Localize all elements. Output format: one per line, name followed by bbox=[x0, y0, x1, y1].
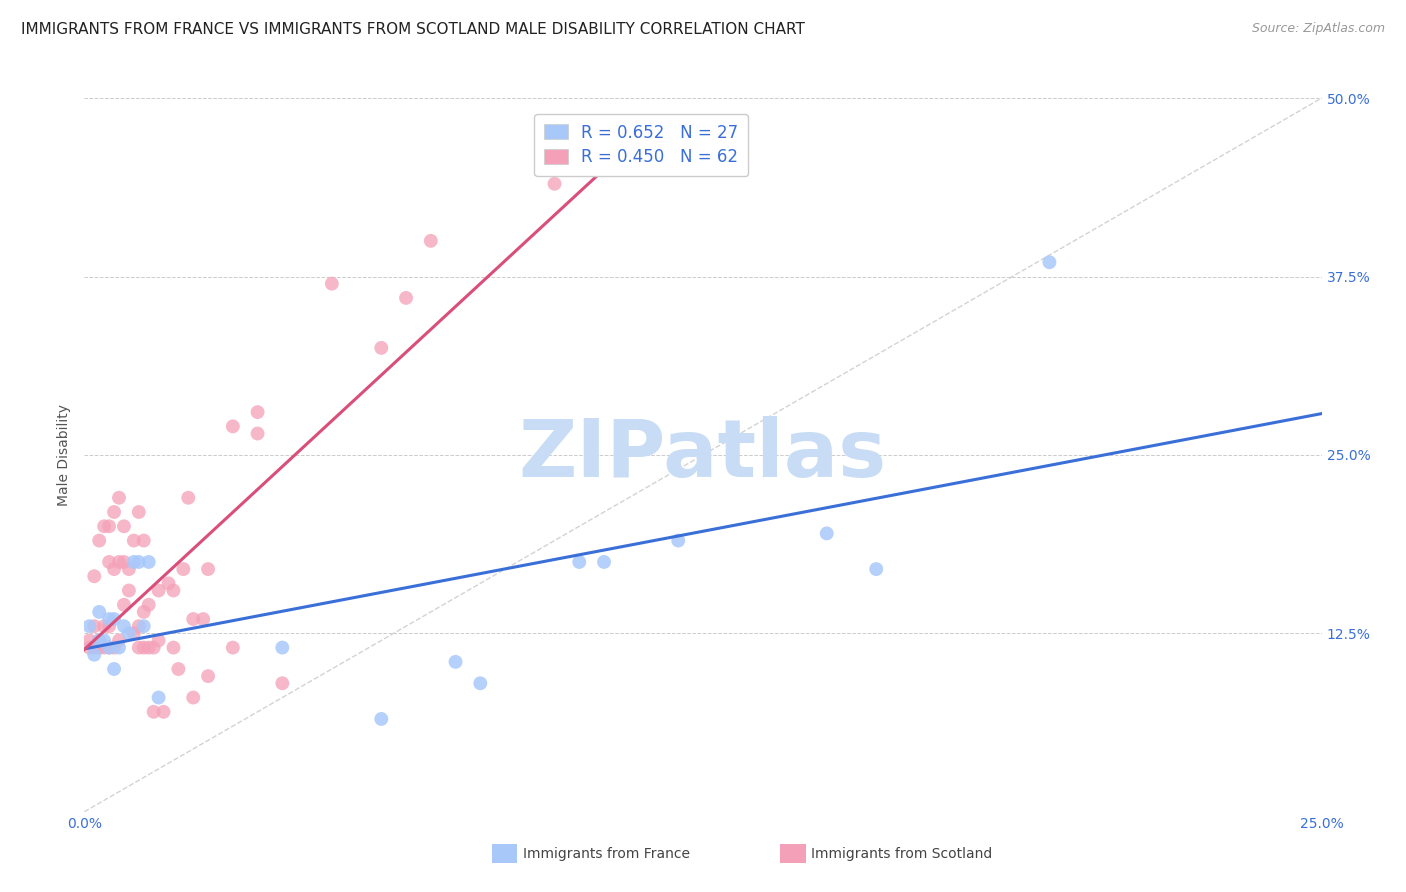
Point bbox=[118, 583, 141, 598]
Point bbox=[89, 633, 111, 648]
Point bbox=[1038, 255, 1060, 269]
Point bbox=[83, 648, 105, 662]
Point bbox=[128, 619, 150, 633]
Point bbox=[148, 633, 170, 648]
Point bbox=[246, 405, 269, 419]
Point bbox=[132, 533, 155, 548]
Point bbox=[815, 526, 838, 541]
Point bbox=[222, 640, 245, 655]
Legend: R = 0.652   N = 27, R = 0.450   N = 62: R = 0.652 N = 27, R = 0.450 N = 62 bbox=[534, 113, 748, 177]
Point bbox=[103, 612, 125, 626]
Point bbox=[108, 633, 131, 648]
Point bbox=[112, 598, 135, 612]
Point bbox=[152, 705, 174, 719]
Point bbox=[98, 612, 121, 626]
Point bbox=[543, 177, 565, 191]
Point bbox=[666, 533, 689, 548]
Point bbox=[246, 426, 269, 441]
Point bbox=[142, 705, 165, 719]
Point bbox=[103, 505, 125, 519]
Point bbox=[98, 640, 121, 655]
Point bbox=[444, 655, 467, 669]
Point bbox=[112, 519, 135, 533]
Point bbox=[128, 555, 150, 569]
Point bbox=[197, 562, 219, 576]
Point bbox=[138, 640, 160, 655]
Point bbox=[108, 491, 131, 505]
Point bbox=[83, 569, 105, 583]
Point bbox=[593, 555, 616, 569]
Point bbox=[103, 562, 125, 576]
Text: Immigrants from France: Immigrants from France bbox=[523, 847, 690, 861]
Point bbox=[89, 533, 111, 548]
Point bbox=[148, 690, 170, 705]
Point bbox=[271, 676, 294, 690]
Point bbox=[83, 619, 105, 633]
Point bbox=[128, 640, 150, 655]
Point bbox=[138, 555, 160, 569]
Point bbox=[191, 612, 214, 626]
Point bbox=[93, 633, 115, 648]
Point bbox=[103, 662, 125, 676]
Point bbox=[177, 491, 200, 505]
Point bbox=[118, 626, 141, 640]
Point bbox=[98, 619, 121, 633]
Point bbox=[112, 555, 135, 569]
Point bbox=[122, 555, 145, 569]
Text: ZIPatlas: ZIPatlas bbox=[519, 416, 887, 494]
Point bbox=[148, 583, 170, 598]
Point bbox=[470, 676, 492, 690]
Point bbox=[103, 640, 125, 655]
Point bbox=[122, 626, 145, 640]
Point bbox=[108, 555, 131, 569]
Point bbox=[89, 633, 111, 648]
Point bbox=[132, 640, 155, 655]
Point bbox=[132, 619, 155, 633]
Point bbox=[79, 619, 101, 633]
Point bbox=[167, 662, 190, 676]
Point bbox=[370, 712, 392, 726]
Point bbox=[162, 583, 184, 598]
Point bbox=[83, 640, 105, 655]
Point bbox=[181, 612, 204, 626]
Text: Immigrants from Scotland: Immigrants from Scotland bbox=[811, 847, 993, 861]
Text: IMMIGRANTS FROM FRANCE VS IMMIGRANTS FROM SCOTLAND MALE DISABILITY CORRELATION C: IMMIGRANTS FROM FRANCE VS IMMIGRANTS FRO… bbox=[21, 22, 806, 37]
Point bbox=[197, 669, 219, 683]
Point bbox=[568, 555, 591, 569]
Point bbox=[138, 598, 160, 612]
Point bbox=[118, 562, 141, 576]
Point bbox=[395, 291, 418, 305]
Point bbox=[108, 640, 131, 655]
Point bbox=[79, 640, 101, 655]
Point bbox=[93, 519, 115, 533]
Point bbox=[142, 640, 165, 655]
Point bbox=[98, 640, 121, 655]
Point bbox=[172, 562, 194, 576]
Y-axis label: Male Disability: Male Disability bbox=[58, 404, 72, 506]
Point bbox=[93, 619, 115, 633]
Point bbox=[222, 419, 245, 434]
Point bbox=[93, 640, 115, 655]
Point bbox=[132, 605, 155, 619]
Point bbox=[98, 555, 121, 569]
Point bbox=[162, 640, 184, 655]
Point bbox=[89, 605, 111, 619]
Point bbox=[419, 234, 441, 248]
Point bbox=[157, 576, 180, 591]
Point bbox=[370, 341, 392, 355]
Text: Source: ZipAtlas.com: Source: ZipAtlas.com bbox=[1251, 22, 1385, 36]
Point bbox=[181, 690, 204, 705]
Point bbox=[79, 633, 101, 648]
Point bbox=[89, 640, 111, 655]
Point bbox=[865, 562, 887, 576]
Point bbox=[271, 640, 294, 655]
Point bbox=[98, 519, 121, 533]
Point bbox=[122, 533, 145, 548]
Point bbox=[112, 619, 135, 633]
Point bbox=[321, 277, 343, 291]
Point bbox=[128, 505, 150, 519]
